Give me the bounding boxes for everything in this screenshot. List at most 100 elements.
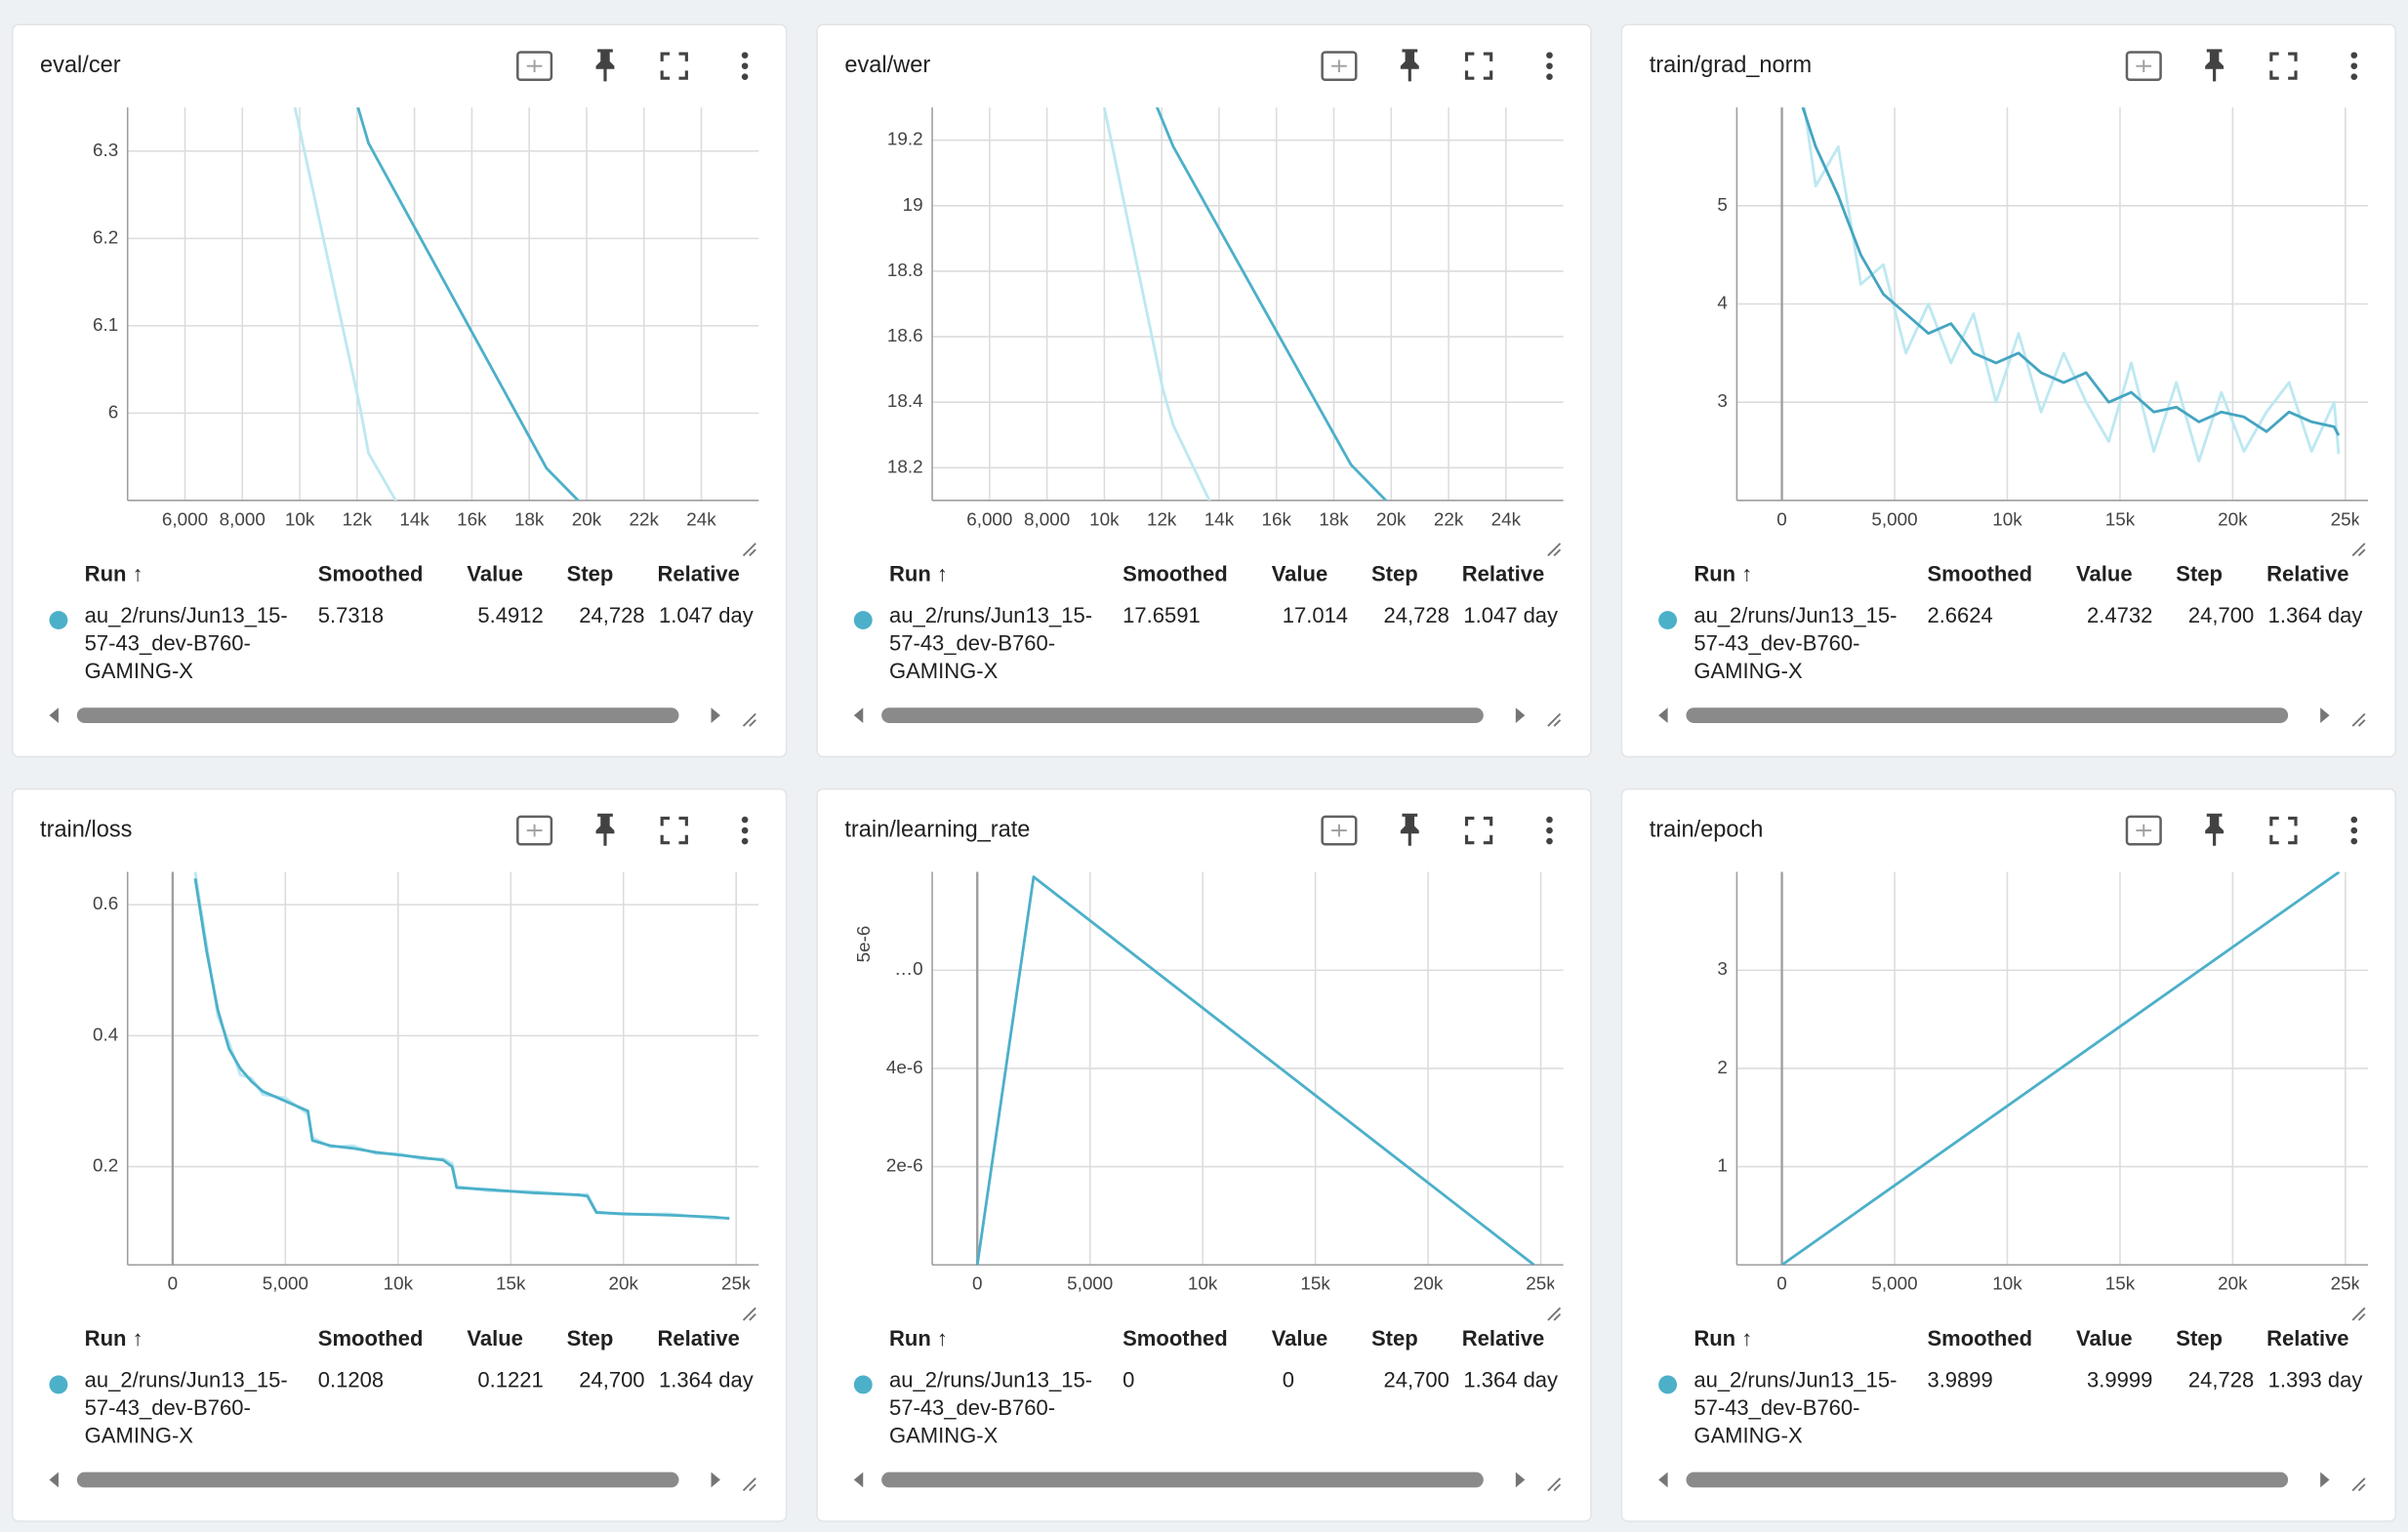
column-header[interactable]: Run ↑ — [85, 1326, 143, 1351]
scroll-right[interactable] — [2320, 1472, 2330, 1488]
scroll-right[interactable] — [1515, 707, 1526, 723]
step: 24,728 — [579, 603, 644, 627]
series-line — [356, 107, 581, 501]
resize-handle[interactable] — [742, 712, 756, 727]
fullscreen-button[interactable] — [1464, 816, 1493, 845]
resize-handle[interactable] — [2351, 543, 2366, 557]
resize-handle[interactable] — [1547, 1307, 1562, 1321]
scrollbar-thumb[interactable] — [76, 1472, 679, 1488]
scroll-right[interactable] — [711, 1472, 720, 1488]
column-header[interactable]: Run ↑ — [889, 1326, 948, 1351]
fit-domain-button[interactable] — [1321, 815, 1358, 846]
more-menu-button[interactable] — [2350, 52, 2358, 80]
column-header[interactable]: Step — [1371, 562, 1418, 586]
scrollbar-thumb[interactable] — [1686, 707, 2289, 723]
scrollbar-thumb[interactable] — [881, 1472, 1484, 1488]
scroll-right[interactable] — [1515, 1472, 1526, 1488]
resize-handle[interactable] — [1547, 543, 1562, 557]
icon — [660, 52, 688, 80]
fit-domain-button[interactable] — [2125, 51, 2162, 82]
resize-handle[interactable] — [742, 1307, 756, 1321]
column-header[interactable]: Relative — [2266, 1326, 2348, 1351]
card-title: train/grad_norm — [1650, 52, 1812, 77]
card-title: train/epoch — [1650, 816, 1764, 841]
resize-handle[interactable] — [2351, 712, 2366, 727]
resize-handle[interactable] — [1547, 1477, 1562, 1492]
column-header[interactable]: Relative — [2266, 562, 2348, 586]
pin-button[interactable] — [2205, 813, 2224, 846]
column-header[interactable]: Relative — [657, 1326, 739, 1351]
fit-domain-button[interactable] — [516, 815, 553, 846]
pin-button[interactable] — [1400, 813, 1419, 846]
column-header[interactable]: Run ↑ — [85, 562, 143, 586]
scrollbar-thumb[interactable] — [76, 707, 679, 723]
x-tick-label: 15k — [1300, 1273, 1330, 1294]
column-header[interactable]: Step — [567, 562, 614, 586]
card-background — [1620, 787, 2397, 1522]
column-header[interactable]: Value — [2076, 562, 2133, 586]
icon — [741, 52, 749, 59]
scroll-right[interactable] — [711, 707, 720, 723]
column-header[interactable]: Smoothed — [318, 562, 424, 586]
column-header[interactable]: Smoothed — [1927, 562, 2032, 586]
column-header[interactable]: Step — [2176, 1326, 2223, 1351]
column-header[interactable]: Value — [1272, 1326, 1328, 1351]
more-menu-button[interactable] — [1546, 52, 1553, 80]
scroll-left[interactable] — [1658, 1472, 1668, 1488]
column-header[interactable]: Run ↑ — [889, 562, 948, 586]
fullscreen-button[interactable] — [2269, 52, 2298, 80]
column-header[interactable]: Step — [567, 1326, 614, 1351]
column-header[interactable]: Value — [467, 1326, 523, 1351]
column-header[interactable]: Value — [1272, 562, 1328, 586]
scrollbar-thumb[interactable] — [881, 707, 1484, 723]
scroll-left[interactable] — [49, 1472, 59, 1488]
fullscreen-button[interactable] — [660, 816, 688, 845]
fit-domain-button[interactable] — [2125, 815, 2162, 846]
more-menu-button[interactable] — [741, 52, 749, 80]
x-tick-label: 5,000 — [263, 1273, 308, 1294]
column-header[interactable]: Value — [467, 562, 523, 586]
resize-handle[interactable] — [2351, 1477, 2366, 1492]
pin-button[interactable] — [2205, 49, 2224, 82]
series-line — [293, 107, 398, 501]
run-color-dot — [1658, 611, 1678, 629]
column-header[interactable]: Smoothed — [1122, 1326, 1228, 1351]
scroll-left[interactable] — [853, 1472, 864, 1488]
column-header[interactable]: Step — [2176, 562, 2223, 586]
fullscreen-button[interactable] — [2269, 816, 2298, 845]
scroll-left[interactable] — [49, 707, 59, 723]
column-header[interactable]: Smoothed — [1122, 562, 1228, 586]
value: 0 — [1283, 1368, 1294, 1392]
scroll-left[interactable] — [853, 707, 864, 723]
column-header[interactable]: Relative — [657, 562, 739, 586]
column-header[interactable]: Relative — [1462, 1326, 1544, 1351]
column-header[interactable]: Run ↑ — [1694, 1326, 1752, 1351]
resize-handle[interactable] — [2351, 1307, 2366, 1321]
scroll-left[interactable] — [1658, 707, 1668, 723]
column-header[interactable]: Relative — [1462, 562, 1544, 586]
more-menu-button[interactable] — [741, 816, 749, 845]
column-header[interactable]: Smoothed — [318, 1326, 424, 1351]
fit-domain-button[interactable] — [516, 51, 553, 82]
x-tick-label: 12k — [343, 508, 373, 529]
more-menu-button[interactable] — [2350, 816, 2358, 845]
y-tick-label: 18.8 — [887, 260, 923, 280]
resize-handle[interactable] — [742, 1477, 756, 1492]
x-tick-label: 25k — [1526, 1273, 1556, 1294]
scrollbar-thumb[interactable] — [1686, 1472, 2289, 1488]
icon — [2269, 52, 2298, 80]
column-header[interactable]: Value — [2076, 1326, 2133, 1351]
fullscreen-button[interactable] — [660, 52, 688, 80]
scroll-right[interactable] — [2320, 707, 2330, 723]
fit-domain-button[interactable] — [1321, 51, 1358, 82]
fullscreen-button[interactable] — [1464, 52, 1493, 80]
pin-button[interactable] — [1400, 49, 1419, 82]
column-header[interactable]: Smoothed — [1927, 1326, 2032, 1351]
icon — [741, 837, 749, 845]
more-menu-button[interactable] — [1546, 816, 1553, 845]
resize-handle[interactable] — [1547, 712, 1562, 727]
resize-handle[interactable] — [742, 543, 756, 557]
icon — [1546, 73, 1553, 80]
column-header[interactable]: Step — [1371, 1326, 1418, 1351]
column-header[interactable]: Run ↑ — [1694, 562, 1752, 586]
